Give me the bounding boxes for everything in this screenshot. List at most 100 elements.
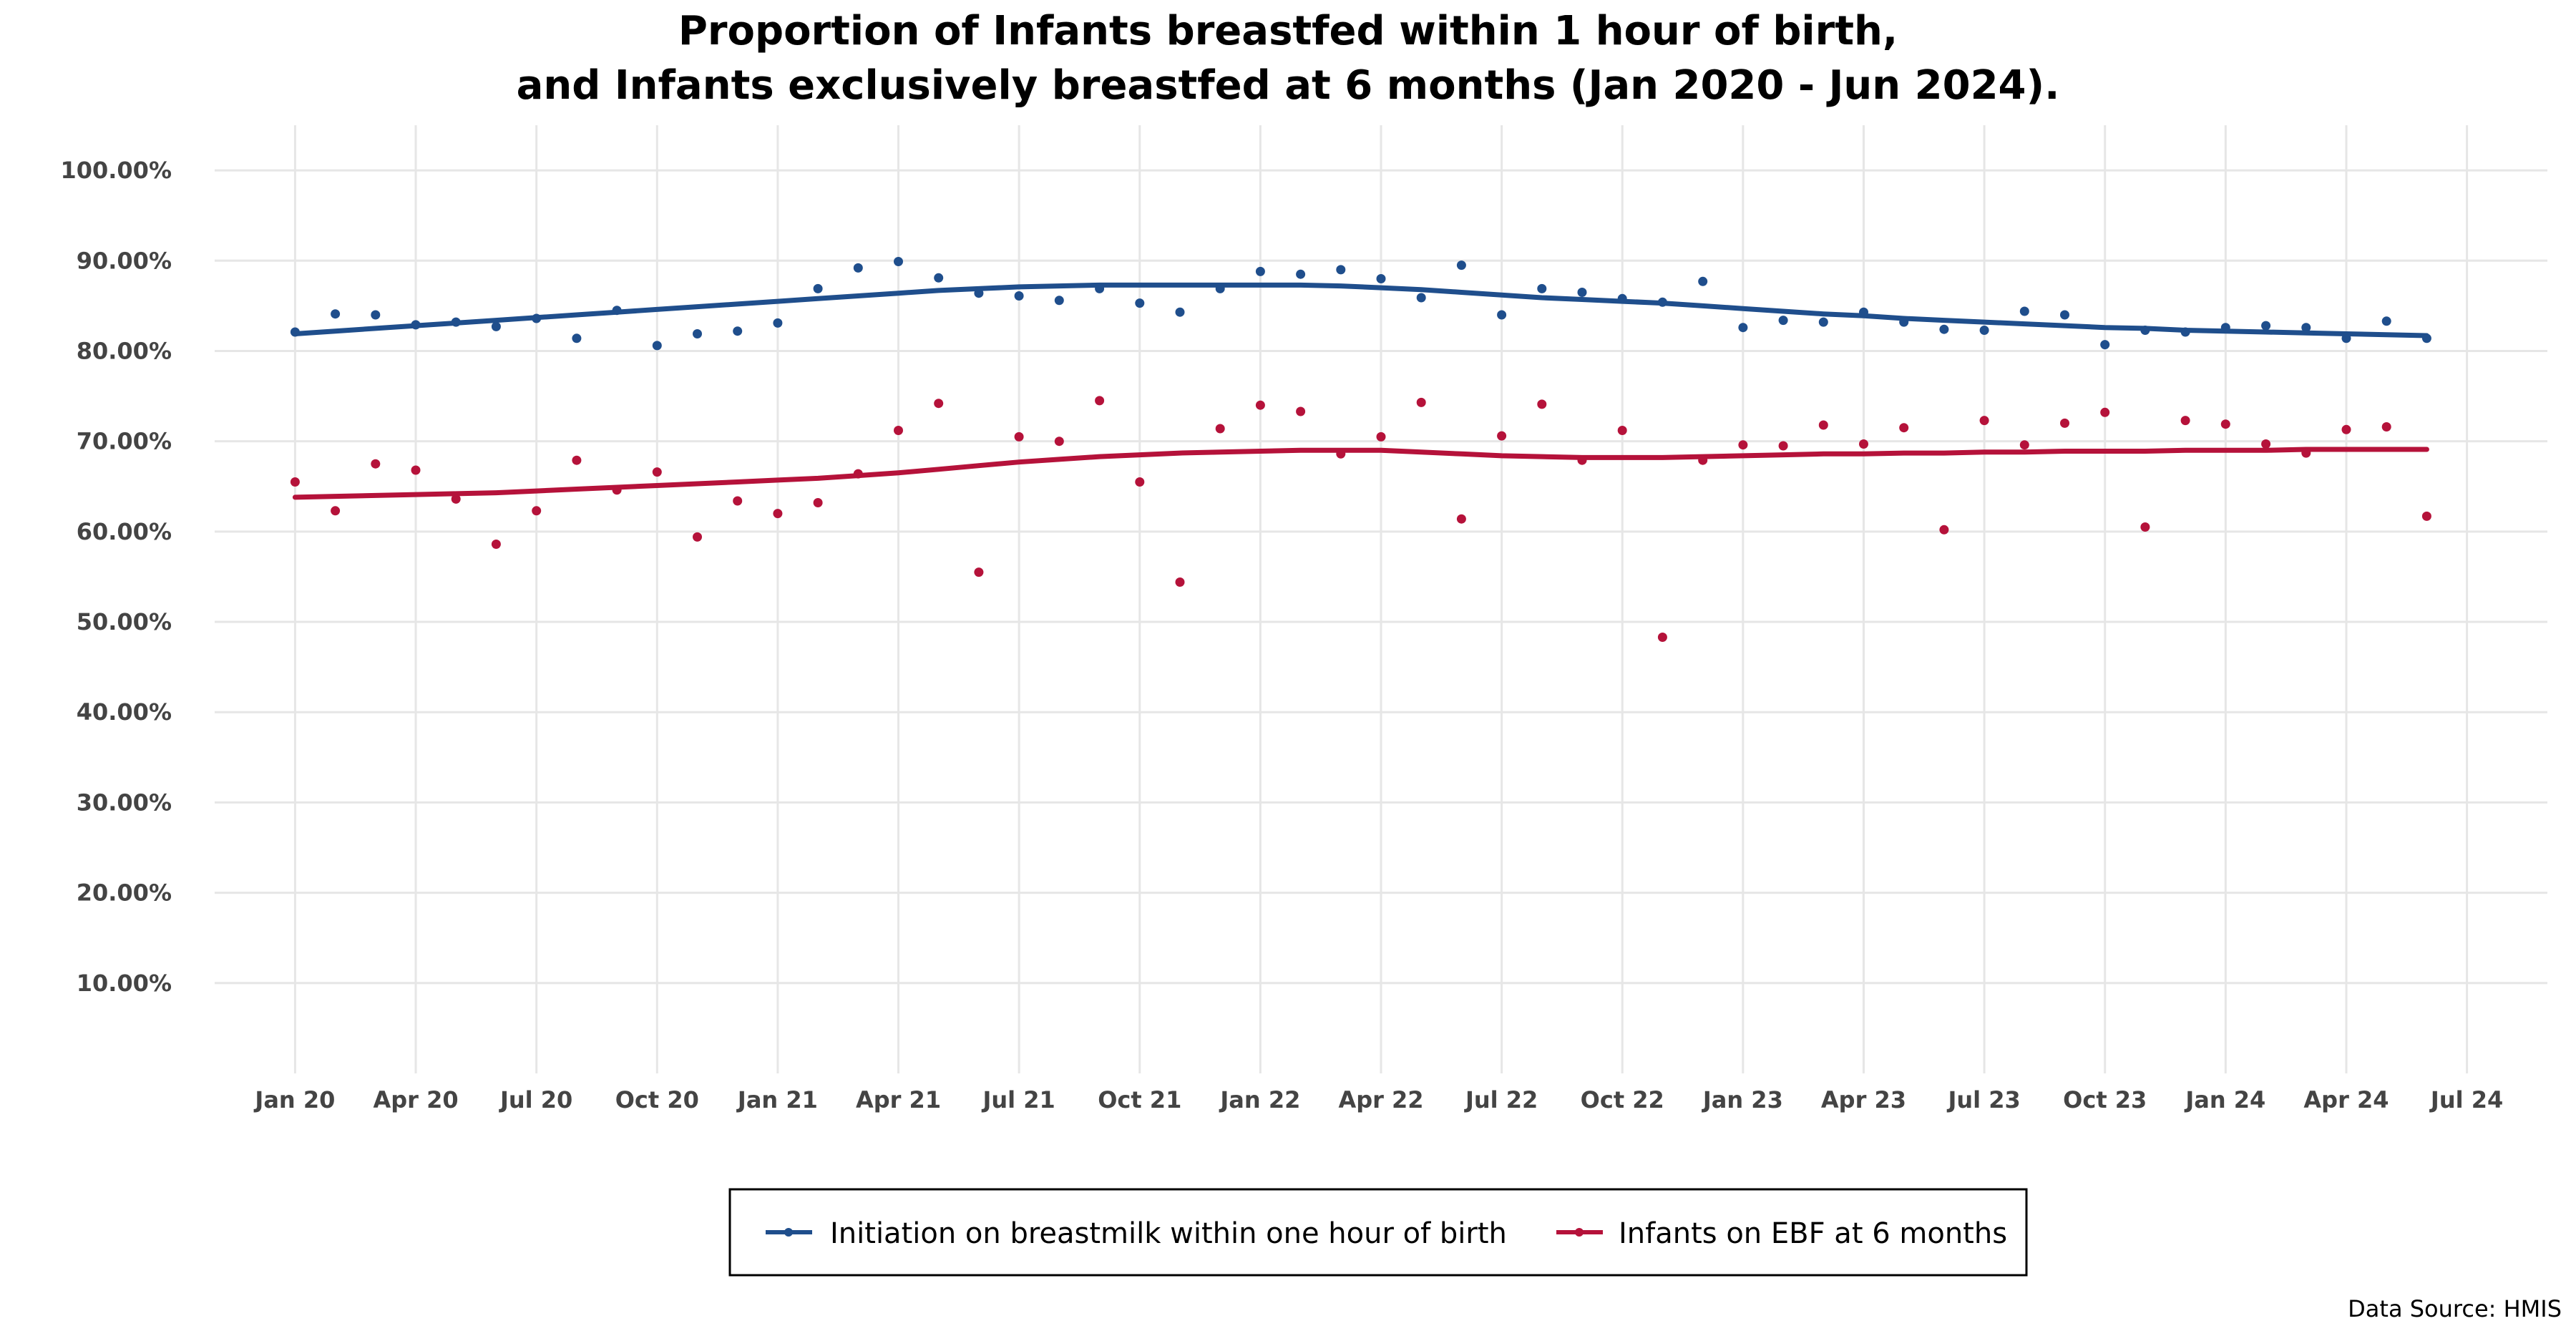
data-point-ebf	[1738, 440, 1748, 450]
y-tick-label: 20.00%	[77, 879, 172, 907]
chart-title-line-2: and Infants exclusively breastfed at 6 m…	[517, 62, 2060, 109]
data-point-initiation	[411, 320, 421, 330]
x-tick-label: Jan 24	[2184, 1086, 2265, 1113]
data-point-initiation	[1738, 323, 1748, 333]
data-point-ebf	[934, 399, 944, 409]
data-point-ebf	[1215, 424, 1225, 434]
data-point-ebf	[371, 459, 381, 469]
data-point-initiation	[1175, 307, 1185, 317]
data-point-ebf	[2019, 440, 2029, 450]
data-point-initiation	[290, 327, 300, 337]
trend-line-initiation	[292, 282, 2429, 338]
data-point-ebf	[813, 498, 823, 507]
y-tick-label: 90.00%	[77, 247, 172, 274]
data-point-ebf	[1577, 455, 1587, 465]
data-point-ebf	[2341, 424, 2351, 434]
legend-marker-ebf	[1575, 1228, 1584, 1237]
data-point-ebf	[652, 467, 662, 477]
data-point-initiation	[2341, 333, 2351, 343]
x-tick-label: Jul 21	[981, 1086, 1055, 1113]
data-source-note: Data Source: HMIS	[2348, 1295, 2562, 1322]
data-point-ebf	[2421, 511, 2431, 521]
series-ebf	[290, 396, 2431, 642]
data-point-ebf	[1416, 397, 1426, 407]
data-point-ebf	[1939, 525, 1949, 535]
x-gridlines	[293, 125, 2469, 1073]
data-point-initiation	[1296, 269, 1306, 279]
data-point-initiation	[371, 310, 381, 320]
data-point-ebf	[1014, 432, 1024, 442]
y-tick-label: 70.00%	[77, 428, 172, 455]
data-point-ebf	[1255, 400, 1265, 410]
legend-marker-initiation	[784, 1228, 793, 1237]
data-point-initiation	[1054, 296, 1064, 306]
data-point-ebf	[733, 496, 743, 506]
data-point-initiation	[1255, 266, 1265, 276]
data-point-initiation	[1416, 293, 1426, 303]
data-point-ebf	[2220, 419, 2230, 429]
data-point-ebf	[2381, 422, 2391, 432]
data-point-ebf	[2100, 407, 2110, 417]
data-point-ebf	[1456, 514, 1466, 524]
x-tick-label: Jul 22	[1464, 1086, 1538, 1113]
data-point-initiation	[1497, 310, 1507, 320]
data-point-ebf	[411, 465, 421, 475]
data-point-ebf	[1376, 432, 1386, 442]
data-point-initiation	[2261, 321, 2271, 331]
x-axis-tick-labels: Jan 20 Apr 20 Jul 20 Oct 20 Jan 21 Apr 21 Jul …	[253, 1086, 2503, 1113]
data-point-initiation	[934, 273, 944, 283]
legend-label-initiation: Initiation on breastmilk within one hour…	[830, 1217, 1507, 1250]
plot-area	[290, 257, 2431, 642]
data-point-ebf	[612, 485, 622, 495]
data-point-ebf	[532, 506, 542, 516]
x-tick-label: Apr 20	[373, 1086, 458, 1113]
x-tick-label: Jul 20	[499, 1086, 572, 1113]
legend: Initiation on breastmilk within one hour…	[728, 1188, 2028, 1277]
data-point-ebf	[2060, 418, 2069, 428]
data-point-initiation	[1617, 293, 1627, 303]
data-point-initiation	[1537, 283, 1547, 293]
data-point-initiation	[451, 317, 461, 327]
data-point-ebf	[1778, 441, 1788, 451]
data-point-initiation	[2100, 340, 2110, 350]
data-point-initiation	[2140, 326, 2150, 335]
trend-line-ebf	[292, 447, 2429, 500]
data-point-ebf	[1657, 633, 1667, 642]
data-point-initiation	[1095, 283, 1105, 293]
data-point-ebf	[1175, 577, 1185, 587]
data-point-ebf	[2301, 448, 2311, 458]
data-point-ebf	[1296, 406, 1306, 416]
y-tick-label: 30.00%	[77, 789, 172, 816]
series-initiation	[290, 257, 2431, 351]
data-point-ebf	[1095, 396, 1105, 406]
data-point-initiation	[974, 288, 984, 298]
data-point-ebf	[1336, 449, 1346, 459]
x-tick-label: Jul 23	[1946, 1086, 2020, 1113]
y-gridlines	[215, 169, 2547, 985]
data-point-ebf	[331, 506, 341, 516]
data-point-initiation	[1939, 324, 1949, 334]
data-point-ebf	[2180, 416, 2190, 426]
data-point-ebf	[491, 540, 501, 549]
y-tick-label: 50.00%	[77, 608, 172, 635]
data-point-ebf	[974, 567, 984, 577]
data-point-initiation	[894, 257, 903, 266]
data-point-ebf	[693, 532, 702, 542]
data-point-ebf	[290, 477, 300, 487]
data-point-initiation	[1899, 317, 1909, 327]
x-tick-label: Jan 23	[1702, 1086, 1783, 1113]
data-point-initiation	[853, 263, 863, 273]
data-point-initiation	[491, 321, 501, 331]
data-point-initiation	[1215, 283, 1225, 293]
x-tick-label: Apr 22	[1338, 1086, 1423, 1113]
data-point-ebf	[451, 494, 461, 504]
data-point-initiation	[2381, 316, 2391, 326]
data-point-ebf	[1818, 420, 1828, 430]
data-point-initiation	[2180, 327, 2190, 337]
data-point-initiation	[652, 341, 662, 351]
data-point-initiation	[2301, 323, 2311, 333]
data-point-initiation	[2019, 306, 2029, 316]
x-tick-label: Oct 21	[1098, 1086, 1181, 1113]
data-point-initiation	[1657, 297, 1667, 307]
